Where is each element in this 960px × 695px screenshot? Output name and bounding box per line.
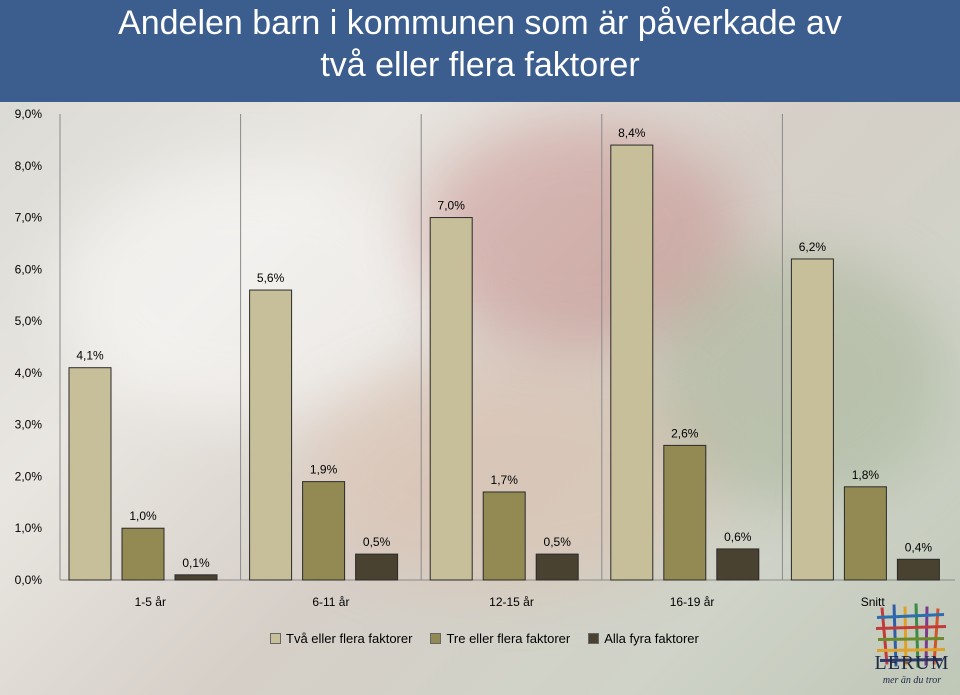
legend-item: Två eller flera faktorer (270, 631, 412, 646)
title-line-2: två eller flera faktorer (320, 46, 640, 84)
data-label: 0,5% (363, 535, 391, 549)
legend-item: Tre eller flera faktorer (430, 631, 570, 646)
y-tick-label: 0,0% (15, 573, 43, 587)
y-tick-label: 1,0% (15, 521, 43, 535)
data-label: 5,6% (257, 271, 285, 285)
logo-slogan: mer än du tror (882, 675, 942, 686)
y-tick-label: 4,0% (15, 366, 43, 380)
lerum-logo-icon (875, 603, 947, 668)
y-tick-label: 9,0% (15, 107, 43, 121)
y-tick-label: 7,0% (15, 211, 43, 225)
bar (896, 558, 940, 581)
x-tick-label: 12-15 år (489, 595, 534, 609)
background-photo-shape (420, 120, 740, 350)
bar (843, 486, 887, 581)
y-tick-label: 2,0% (15, 469, 43, 483)
bar (121, 527, 165, 581)
data-label: 1,7% (491, 473, 519, 487)
legend-swatch (430, 632, 442, 644)
bar (663, 444, 707, 581)
page-title: Andelen barn i kommunen som är påverkade… (0, 2, 960, 86)
data-label: 0,5% (544, 535, 572, 549)
x-tick-label: 16-19 år (670, 595, 715, 609)
data-label: 0,6% (724, 530, 752, 544)
x-tick-label: 6-11 år (312, 595, 349, 609)
bar (355, 553, 399, 581)
data-label: 2,6% (671, 426, 699, 440)
x-tick-label: 1-5 år (135, 595, 166, 609)
logo-wordmark: LERUM (874, 652, 950, 674)
bar (716, 548, 760, 581)
x-tick-label: Snitt (861, 595, 886, 609)
legend-label: Två eller flera faktorer (286, 630, 413, 646)
bar (249, 289, 293, 581)
bar (68, 367, 112, 581)
bar (535, 553, 579, 581)
data-label: 4,1% (76, 349, 104, 363)
data-label: 7,0% (438, 199, 466, 213)
title-line-1: Andelen barn i kommunen som är påverkade… (118, 4, 842, 42)
data-label: 0,1% (182, 556, 210, 570)
bar (429, 217, 473, 581)
bar (610, 144, 654, 581)
y-tick-label: 3,0% (15, 418, 43, 432)
bar (174, 574, 218, 581)
bar (482, 491, 526, 581)
data-label: 1,9% (310, 463, 338, 477)
y-tick-label: 6,0% (15, 262, 43, 276)
y-tick-label: 8,0% (15, 159, 43, 173)
legend-swatch (588, 632, 600, 644)
legend: Två eller flera faktorer Tre eller flera … (270, 630, 717, 646)
bar (790, 258, 834, 581)
data-label: 6,2% (799, 240, 827, 254)
data-label: 1,8% (852, 468, 880, 482)
data-label: 8,4% (618, 126, 646, 140)
legend-label: Alla fyra faktorer (604, 630, 699, 646)
legend-item: Alla fyra faktorer (588, 631, 699, 646)
y-tick-label: 5,0% (15, 314, 43, 328)
header-bar (0, 0, 960, 102)
bar (302, 481, 346, 581)
legend-label: Tre eller flera faktorer (446, 630, 571, 646)
data-label: 1,0% (129, 509, 157, 523)
data-label: 0,4% (905, 540, 933, 554)
bar-chart: 0,0% 1,0% 2,0% 3,0% 4,0% 5,0% 6,0% 7,0% 8,0% 9,0%… (15, 107, 955, 609)
legend-swatch (270, 632, 281, 644)
